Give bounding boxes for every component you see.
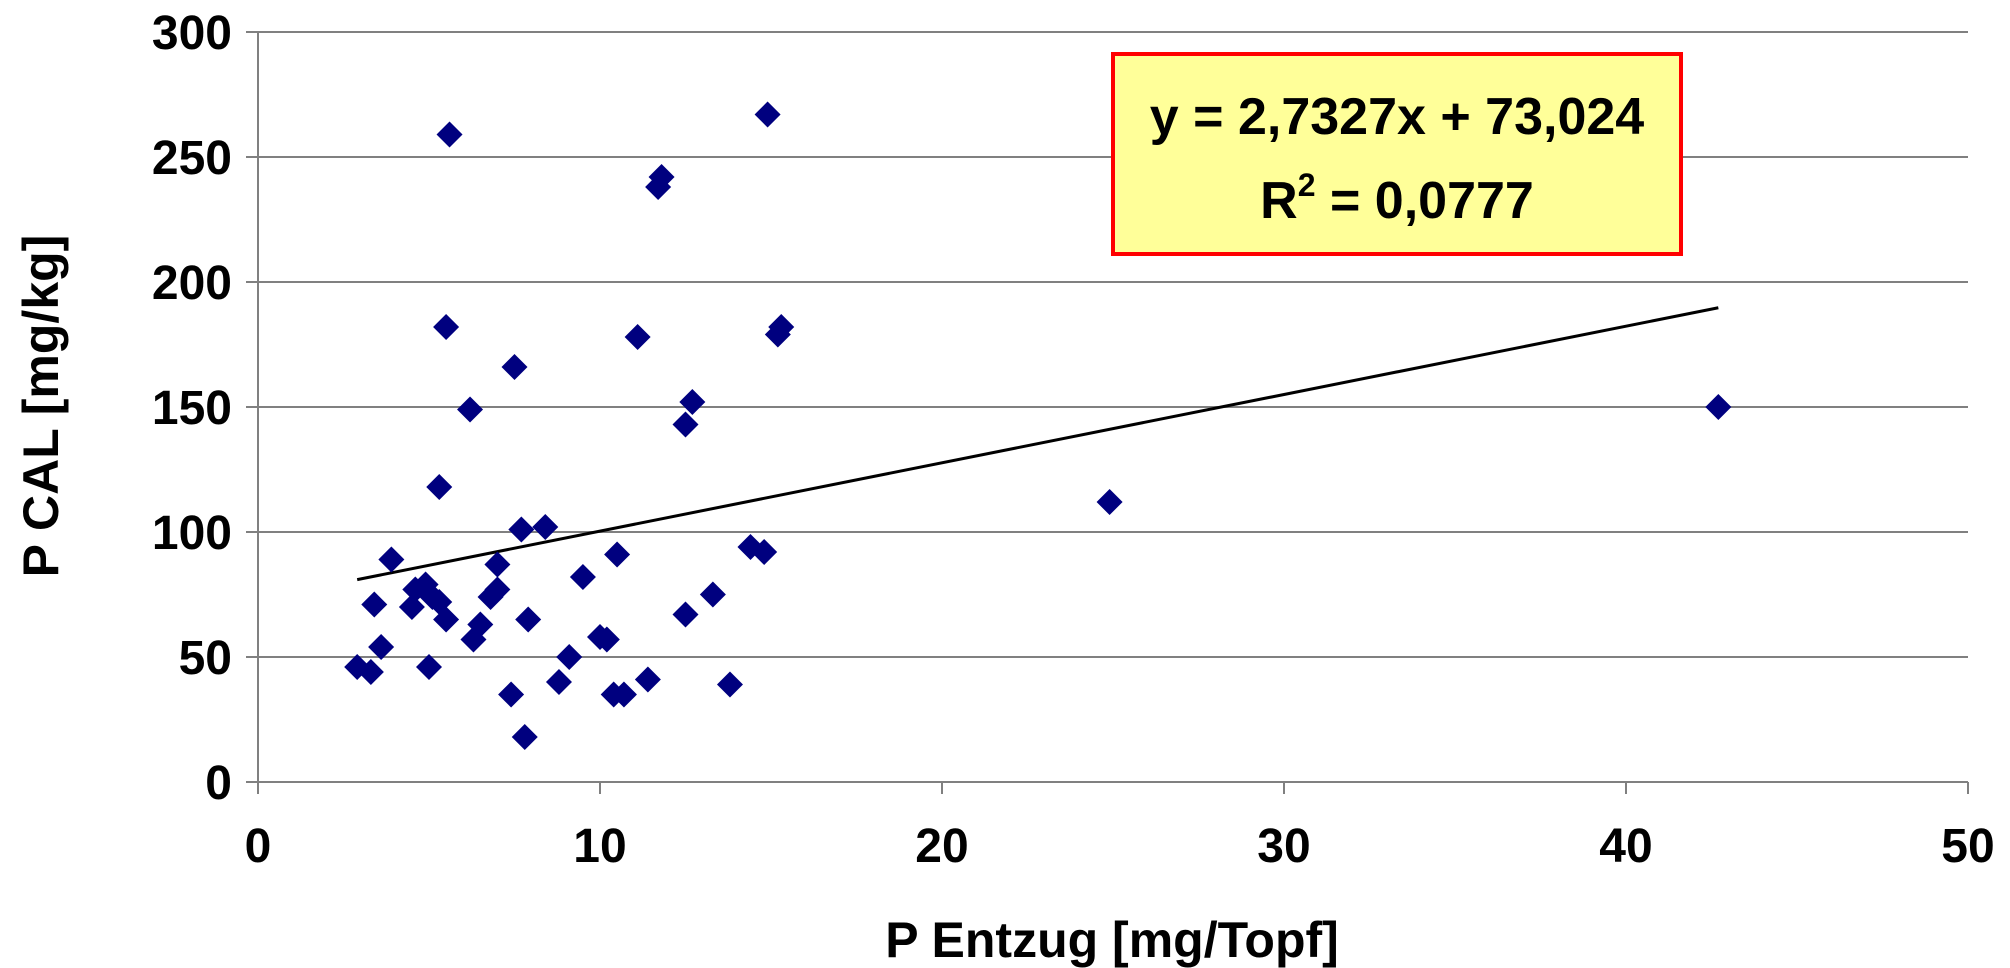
data-point	[378, 546, 405, 573]
x-tick-label: 40	[1599, 820, 1652, 873]
data-point	[426, 474, 453, 500]
data-point	[532, 514, 559, 540]
data-point	[768, 314, 795, 340]
data-point	[484, 576, 511, 603]
data-point	[593, 626, 620, 653]
data-points	[344, 101, 1732, 750]
y-tick-label: 200	[152, 257, 232, 310]
tick-labels: 0 50 100 150 200 250 300 0 10 20 30 40 50	[152, 7, 1995, 873]
data-point	[648, 164, 675, 190]
data-point	[556, 644, 583, 670]
data-point	[634, 666, 661, 693]
data-point	[604, 541, 631, 568]
data-point	[751, 539, 778, 565]
data-point	[501, 354, 528, 380]
r-squared-exponent: 2	[1298, 167, 1316, 203]
data-point	[433, 606, 460, 633]
y-tick-label: 0	[205, 757, 232, 810]
trendline-layer	[356, 306, 1719, 582]
data-point	[398, 594, 425, 620]
data-point	[511, 724, 538, 750]
y-tick-label: 300	[152, 7, 232, 60]
data-point	[368, 634, 395, 660]
data-point	[754, 101, 781, 128]
data-point	[1096, 489, 1123, 515]
trendline	[356, 306, 1719, 582]
x-tick-label: 20	[915, 820, 968, 873]
data-point	[484, 551, 511, 578]
data-point	[610, 681, 637, 708]
x-tick-label: 50	[1941, 820, 1994, 873]
data-point	[508, 516, 535, 543]
data-point	[498, 681, 525, 708]
data-point	[672, 601, 699, 628]
data-point	[457, 396, 484, 423]
y-tick-label: 150	[152, 382, 232, 435]
x-axis-title: P Entzug [mg/Topf]	[885, 912, 1339, 968]
x-tick-label: 0	[245, 820, 272, 873]
axes	[246, 31, 1969, 794]
data-point	[624, 324, 651, 350]
data-point	[699, 581, 726, 608]
r-squared-symbol: R	[1260, 172, 1298, 230]
y-tick-label: 50	[179, 632, 232, 685]
data-point	[679, 389, 706, 415]
data-point	[569, 564, 596, 590]
data-point	[361, 591, 388, 618]
y-tick-label: 250	[152, 132, 232, 185]
equation-box-frame	[1111, 52, 1683, 256]
data-point	[716, 671, 743, 698]
data-point	[433, 314, 460, 340]
data-point	[1705, 394, 1732, 420]
r-squared-value: = 0,0777	[1316, 172, 1534, 230]
data-point	[436, 121, 463, 148]
regression-equation: y = 2,7327x + 73,024	[1150, 88, 1645, 146]
r-squared: R2 = 0,0777	[1260, 167, 1534, 230]
equation-box: y = 2,7327x + 73,024 R2 = 0,0777	[1111, 52, 1683, 256]
data-point	[672, 411, 699, 438]
y-axis-title: P CAL [mg/kg]	[13, 235, 69, 578]
data-point	[467, 611, 494, 638]
x-tick-label: 30	[1257, 820, 1310, 873]
y-tick-label: 100	[152, 507, 232, 560]
data-point	[545, 669, 572, 695]
data-point	[416, 654, 442, 680]
x-tick-label: 10	[573, 820, 626, 873]
data-point	[515, 606, 542, 633]
data-point	[357, 659, 384, 685]
